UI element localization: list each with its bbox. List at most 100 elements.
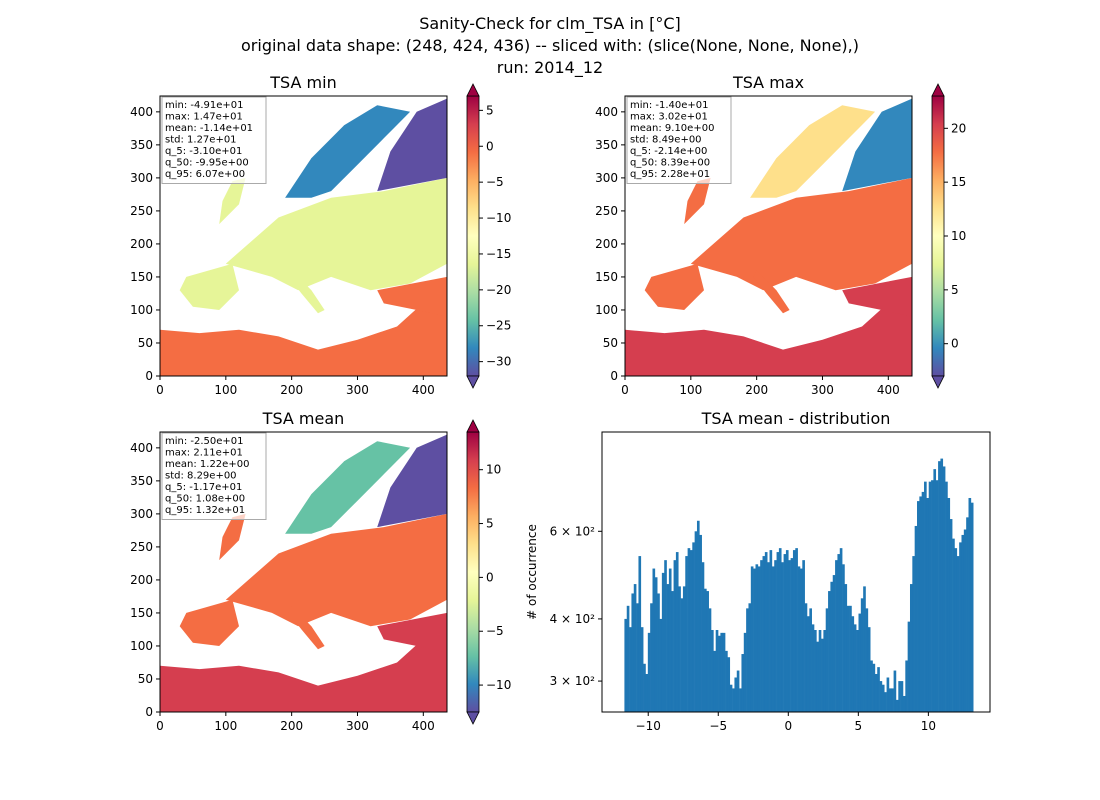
colorbar-extend-max (466, 83, 480, 97)
colorbar-extend-min (466, 711, 480, 725)
histogram-bar (881, 684, 885, 712)
histogram-bar (767, 562, 770, 712)
map-region (285, 105, 411, 198)
y-tick-label: 6 × 10² (550, 524, 596, 538)
y-tick-label: 0 (145, 705, 153, 719)
histogram-bar (664, 560, 667, 712)
histogram-bar (811, 624, 815, 712)
y-tick-label: 150 (130, 270, 153, 284)
histogram-bar (757, 566, 761, 712)
histogram-bar (626, 605, 630, 712)
histogram-bar (968, 497, 972, 712)
x-tick-label: 5 (855, 719, 863, 733)
histogram-bar (678, 586, 681, 712)
map-region (288, 270, 325, 314)
stats-line: min: -2.50e+01 (165, 436, 244, 447)
y-tick-label: 250 (130, 540, 153, 554)
histogram-bar (650, 603, 653, 712)
stats-line: q_95: 2.28e+01 (630, 169, 710, 180)
y-tick-label: 0 (610, 369, 618, 383)
histogram-bar (872, 663, 876, 712)
x-tick-label: 300 (346, 719, 369, 733)
y-tick-label: 300 (130, 171, 153, 185)
panel-title: TSA mean (262, 409, 345, 428)
stats-line: max: 2.11e+01 (165, 448, 243, 459)
histogram-panel: TSA mean - distribution −10 −5 0 5 10 3 × 10² 4… (525, 409, 991, 733)
histogram-bar (687, 548, 691, 712)
y-axis-label: # of occurrence (525, 524, 539, 620)
histogram-bar (689, 550, 693, 712)
histogram-bar (895, 699, 899, 712)
histogram-bar (963, 529, 967, 712)
histogram-bar (643, 663, 646, 712)
histogram-bar (760, 560, 763, 712)
histogram-bar (633, 584, 637, 712)
y-tick-label: 0 (145, 369, 153, 383)
colorbar-tick-label: −10 (486, 211, 511, 225)
stats-line: q_95: 1.32e+01 (165, 505, 245, 516)
histogram-bar (675, 552, 679, 712)
map-region (750, 105, 876, 198)
histogram-bar (673, 560, 677, 712)
histogram-bar (858, 613, 862, 712)
histogram-bar (938, 461, 941, 712)
y-tick-label: 400 (130, 441, 153, 455)
histogram-bar (704, 588, 707, 712)
histogram-bar (806, 616, 810, 712)
x-tick-label: 0 (621, 383, 629, 397)
x-tick-label: 200 (745, 383, 768, 397)
map-region (842, 276, 912, 317)
histogram-bar (722, 632, 726, 712)
histogram-bar (926, 497, 930, 712)
x-tick-label: 200 (280, 383, 303, 397)
y-tick-label: 100 (130, 639, 153, 653)
histogram-bar (778, 548, 782, 712)
histogram-bar (755, 564, 759, 712)
stats-line: mean: -1.14e+01 (165, 123, 253, 134)
map-region (160, 632, 447, 712)
histogram-bar (699, 534, 702, 712)
histogram-bar (928, 481, 932, 712)
histogram-bar (818, 630, 822, 712)
map-region (377, 276, 447, 317)
histogram-bar (743, 632, 747, 712)
histogram-bar (893, 670, 897, 712)
colorbar-tick-label: −5 (486, 175, 504, 189)
histogram-bar (931, 480, 934, 712)
x-tick-label: 400 (877, 383, 900, 397)
y-tick-label: 350 (130, 474, 153, 488)
stats-line: min: -4.91e+01 (165, 100, 244, 111)
y-tick-label: 50 (603, 336, 618, 350)
y-tick-label: 3 × 10² (550, 674, 596, 688)
colorbar-tick-label: 15 (951, 175, 966, 189)
colorbar-tick-label: −15 (486, 247, 511, 261)
histogram-bar (839, 548, 843, 712)
y-tick-label: 200 (130, 237, 153, 251)
map-region (225, 177, 447, 291)
histogram-bar (945, 481, 948, 712)
histogram-bar (711, 630, 714, 712)
y-tick-label: 300 (130, 507, 153, 521)
colorbar-extend-min (466, 375, 480, 389)
histogram-bar (933, 469, 937, 712)
histogram-bar (624, 618, 628, 712)
histogram-bar (753, 568, 756, 712)
map-region (285, 441, 411, 534)
colorbar-extend-max (466, 419, 480, 433)
histogram-bar (657, 593, 660, 712)
y-tick-label: 250 (595, 204, 618, 218)
colorbar-tick-label: 10 (951, 229, 966, 243)
histogram-bar (947, 497, 951, 712)
x-tick-label: 100 (679, 383, 702, 397)
colorbar-tick-label: 0 (486, 570, 494, 584)
colorbar-tick-label: 5 (486, 103, 494, 117)
stats-line: min: -1.40e+01 (630, 100, 709, 111)
x-tick-label: 0 (156, 383, 164, 397)
histogram-bar (771, 566, 775, 712)
suptitle-line-1: Sanity-Check for clm_TSA in [°C] (419, 14, 681, 34)
histogram-bar (802, 560, 805, 712)
x-tick-label: 0 (784, 719, 792, 733)
y-tick-label: 350 (130, 138, 153, 152)
